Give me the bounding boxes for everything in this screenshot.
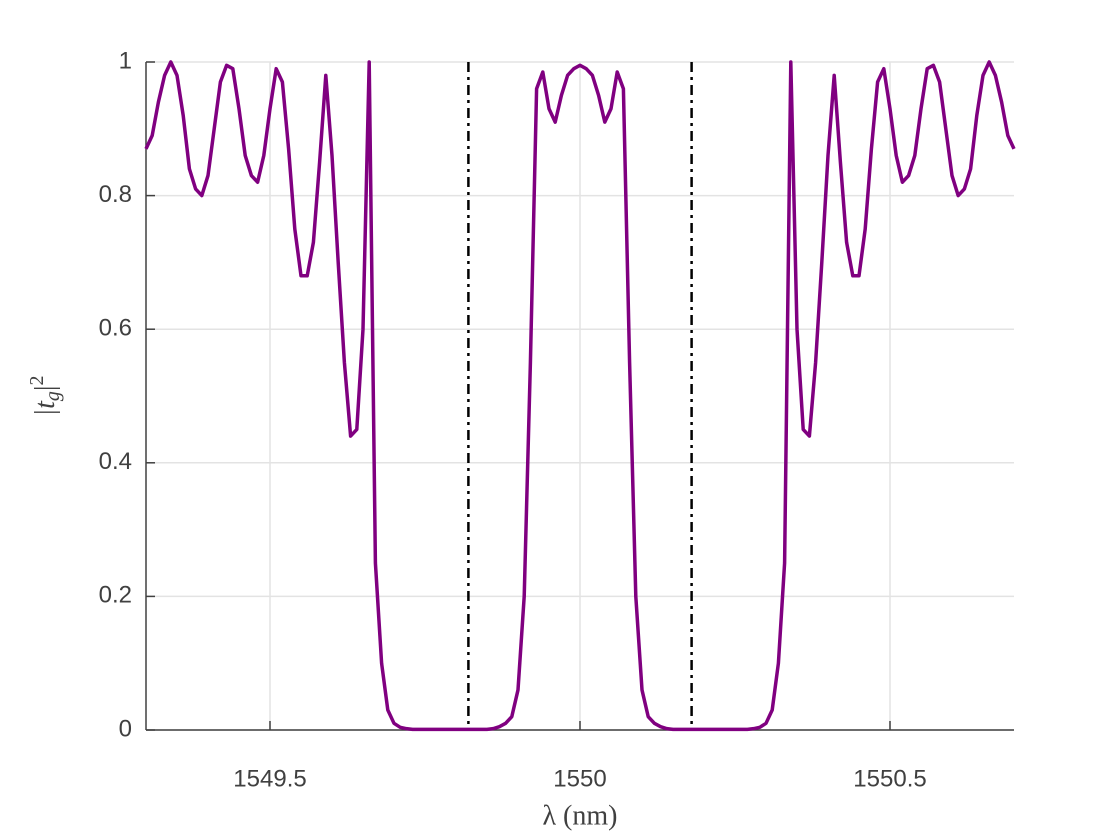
y-tick-label: 0	[119, 715, 132, 742]
data-line	[144, 60, 1016, 732]
y-label-sub: g	[42, 391, 64, 401]
y-tick-label: 0.6	[99, 315, 132, 342]
x-axis-label: λ (nm)	[542, 800, 617, 831]
y-label-part: |	[30, 385, 61, 391]
x-tick-label: 1550.5	[853, 765, 926, 792]
y-tick-label: 0.8	[99, 181, 132, 208]
y-tick-label: 0.2	[99, 582, 132, 609]
x-tick-label: 1550	[553, 765, 606, 792]
y-label-part: |t	[30, 400, 61, 417]
x-tick-label: 1549.5	[233, 765, 306, 792]
y-label-sup: 2	[26, 375, 48, 385]
y-tick-label: 0.4	[99, 448, 132, 475]
y-axis-label: |tg|2	[26, 375, 64, 416]
y-tick-label: 1	[119, 47, 132, 74]
